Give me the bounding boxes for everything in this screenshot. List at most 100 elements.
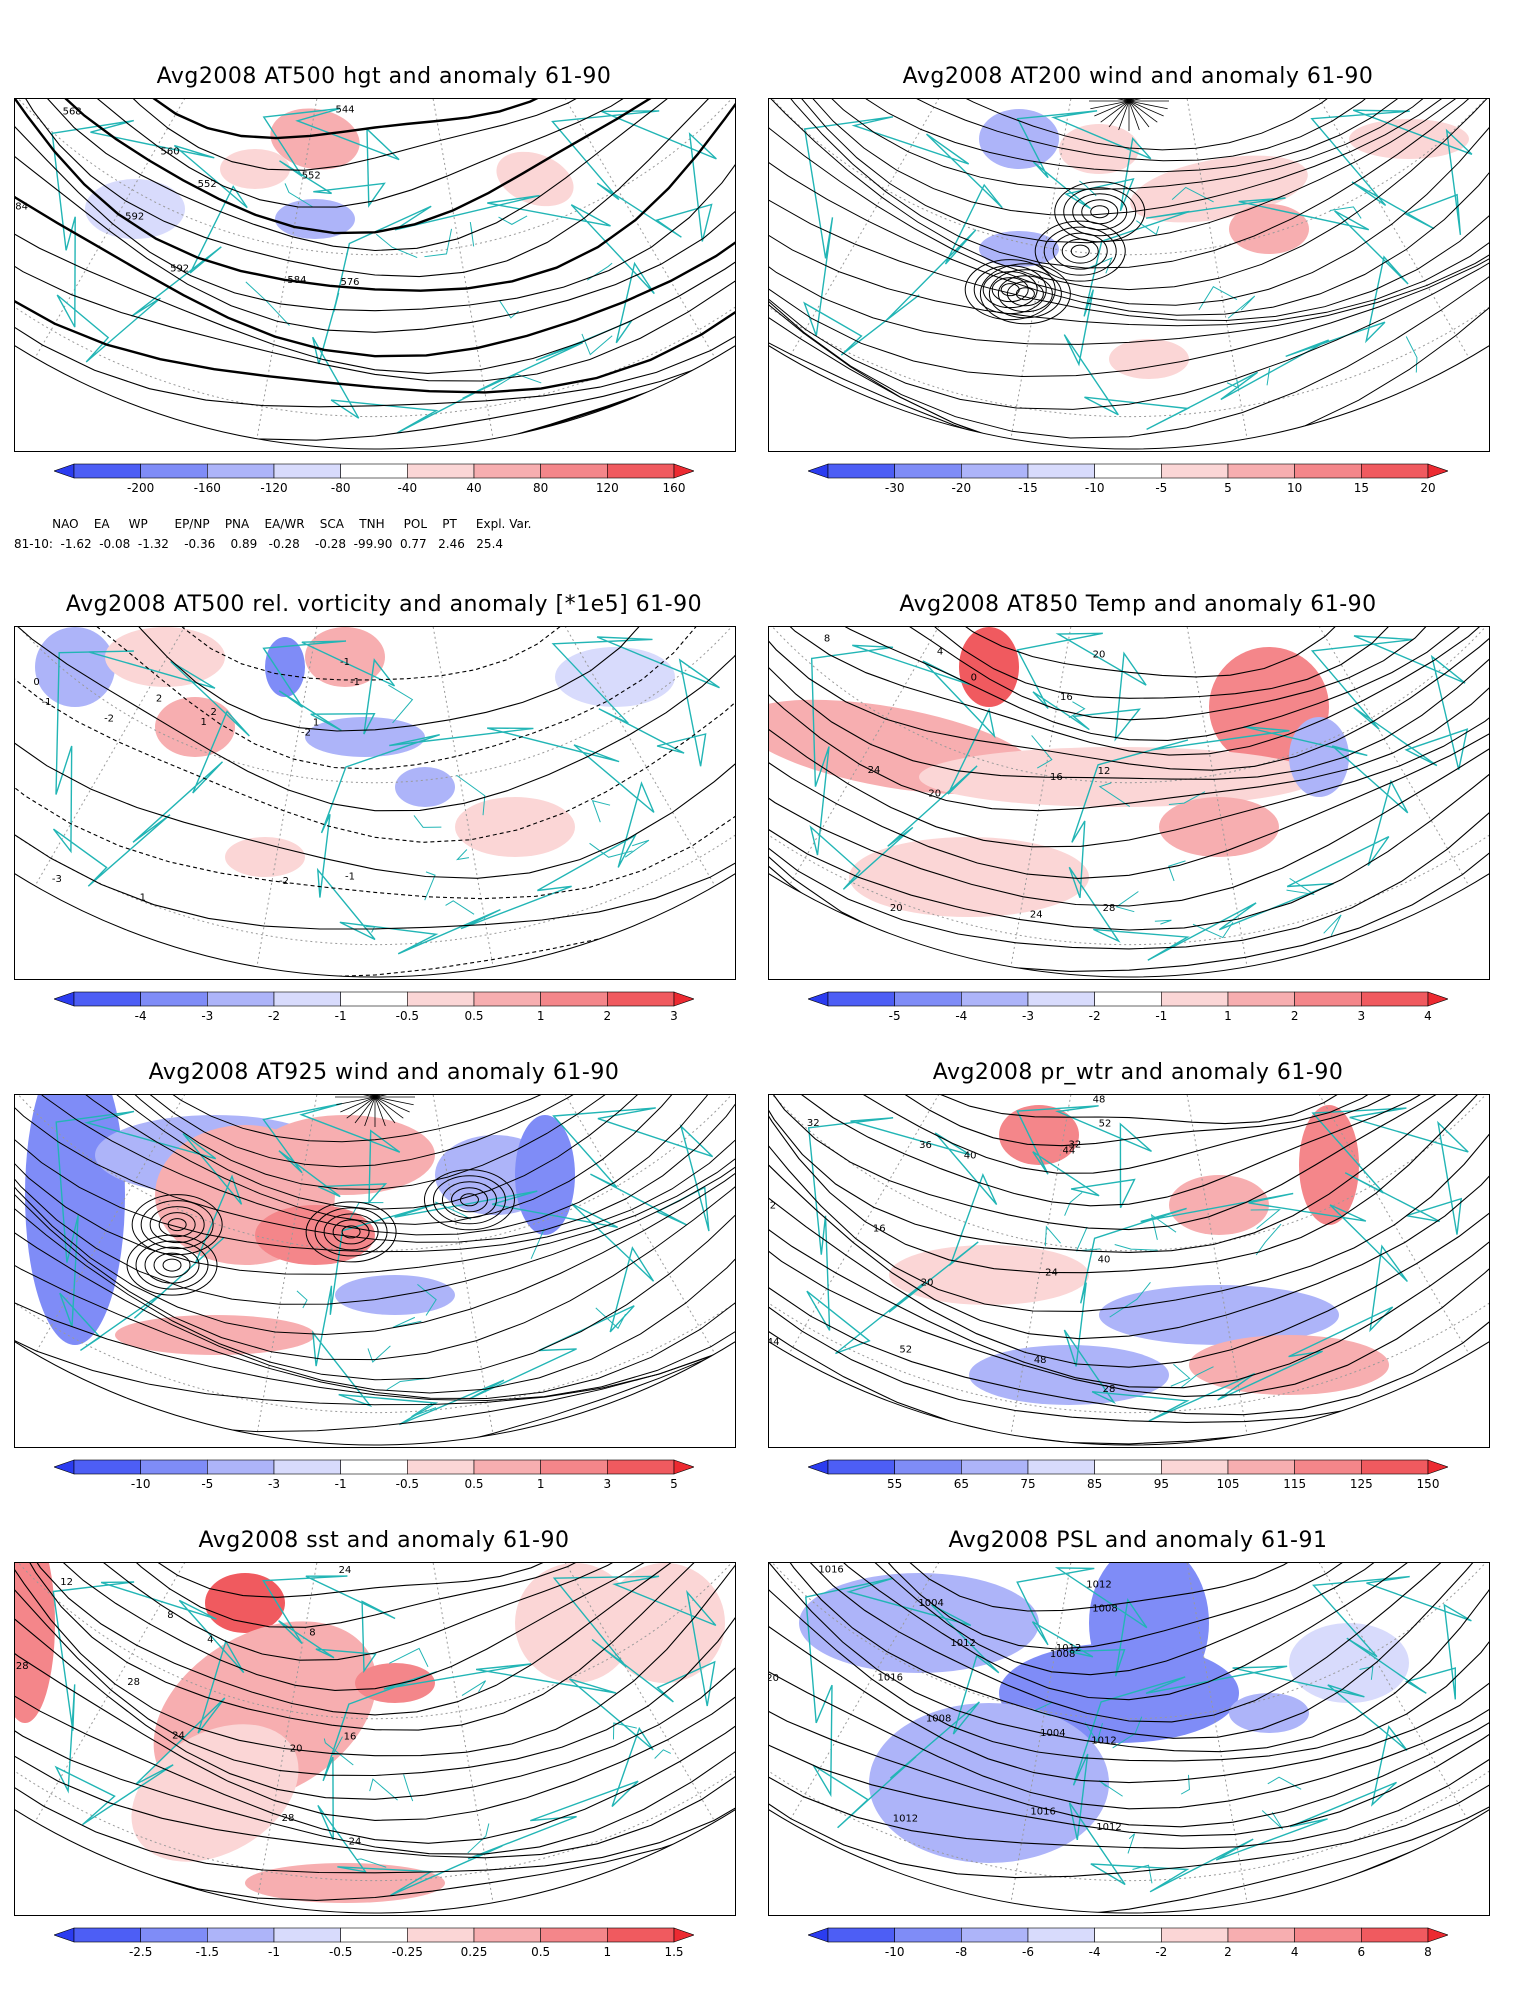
vortex-streamline <box>979 263 1071 325</box>
contour-label: 44 <box>1062 1146 1075 1157</box>
colorbar-high-arrow <box>673 463 695 479</box>
colorbar-high-arrow <box>673 991 695 1007</box>
contour-label: 28 <box>127 1677 140 1688</box>
contour-label: 24 <box>868 765 881 776</box>
colorbar-box <box>894 991 962 1007</box>
anomaly-shading <box>1169 1175 1269 1235</box>
colorbar-tick-label: 1 <box>537 1477 545 1491</box>
coastline <box>51 119 248 363</box>
country-border <box>365 926 376 933</box>
contour-line <box>769 627 1489 780</box>
contour-line <box>15 99 735 374</box>
coastline <box>55 1110 243 1351</box>
country-border <box>413 815 442 828</box>
colorbar-box <box>961 463 1029 479</box>
country-border <box>323 1738 354 1766</box>
panel-wind200: Avg2008 AT200 wind and anomaly 61-90 -30 -… <box>768 64 1508 544</box>
contour-line <box>769 627 1489 721</box>
colorbar-box <box>340 1927 408 1943</box>
colorbar-low-arrow <box>53 463 75 479</box>
colorbar-box <box>473 991 541 1007</box>
contour-line <box>769 1563 1489 1739</box>
country-border <box>1266 367 1271 386</box>
map-svg: 544 552 552 560 568 576 584 592 592 584 <box>15 99 735 450</box>
colorbar: -30-20-15-10-5510152030 <box>807 463 1502 495</box>
map-frame: 24 8 4 8 12 16 20 24 28 28 24 28 <box>14 1562 736 1916</box>
colorbar-box <box>961 991 1029 1007</box>
contour-label: -2 <box>301 728 311 739</box>
contour-line <box>769 1563 1489 1837</box>
contour-label: 24 <box>339 1565 352 1576</box>
colorbar-box <box>140 991 208 1007</box>
contour-line <box>769 1563 1489 1701</box>
contour-line <box>769 1563 1489 1879</box>
polar-streamline <box>1128 100 1168 110</box>
country-border <box>1170 1363 1191 1387</box>
contour-line <box>769 1095 1489 1340</box>
contour-label: 28 <box>1103 903 1116 914</box>
colorbar-tick-label: -0.25 <box>392 1945 423 1959</box>
country-border <box>1255 1223 1282 1256</box>
colorbar-box <box>407 463 475 479</box>
colorbar-container: -2.5-1.5-1-0.5-0.250.250.511.52.5 <box>53 1926 750 1986</box>
colorbar-tick-label: 125 <box>1350 1477 1373 1491</box>
anomaly-shading <box>355 1663 435 1703</box>
colorbar-box <box>407 991 475 1007</box>
contour-label: 552 <box>302 170 321 181</box>
colorbar-tick-label: -1 <box>1155 1009 1167 1023</box>
colorbar-box <box>473 1459 541 1475</box>
contour-line <box>769 1095 1489 1125</box>
panel-vort500: Avg2008 AT500 rel. vorticity and anomaly… <box>14 592 754 1072</box>
colorbar-tick-label: -2 <box>1089 1009 1101 1023</box>
coastline <box>1310 109 1473 235</box>
coastline <box>1016 110 1152 212</box>
map-svg: 1012100810121004101610121004100810161020… <box>769 1563 1489 1914</box>
vortex-streamline <box>323 1213 379 1251</box>
contour-line <box>15 99 735 382</box>
colorbar-tick-label: 10 <box>1287 481 1302 495</box>
map-frame: 544 552 552 560 568 576 584 592 592 584 <box>14 98 736 452</box>
colorbar-box <box>340 463 408 479</box>
contour-label: 16 <box>873 1224 886 1235</box>
coastline <box>1063 1192 1408 1422</box>
coastline <box>1016 632 1147 742</box>
colorbar-tick-label: -3 <box>1022 1009 1034 1023</box>
colorbar-box <box>207 463 275 479</box>
panel-title: Avg2008 AT200 wind and anomaly 61-90 <box>902 64 1374 89</box>
colorbar-tick-label: 120 <box>596 481 619 495</box>
streamline <box>769 99 1489 410</box>
country-border <box>1098 782 1130 807</box>
contour-line <box>769 627 1489 931</box>
colorbar-tick-label: 95 <box>1154 1477 1169 1491</box>
hemisphere-background <box>769 627 1489 977</box>
colorbar-tick-label: -4 <box>1089 1945 1101 1959</box>
streamline <box>769 99 1489 378</box>
colorbar: -4-3-2-1-0.50.51234 <box>53 991 744 1023</box>
colorbar-container: -5-4-3-2-112345 <box>807 990 1498 1050</box>
colorbar-tick-label: -1 <box>335 1009 347 1023</box>
country-border <box>284 183 314 208</box>
colorbar-high-arrow <box>1427 1927 1449 1943</box>
colorbar: -10-5-3-1-0.50.513510 <box>53 1459 748 1491</box>
country-border <box>530 1228 545 1260</box>
country-border <box>624 839 650 858</box>
colorbar-container: -4-3-2-1-0.50.51234 <box>53 990 744 1050</box>
colorbar-tick-label: 8 <box>1424 1945 1432 1959</box>
colorbar-tick-label: -2 <box>268 1009 280 1023</box>
coastline <box>1311 1107 1469 1235</box>
country-border <box>1192 921 1234 939</box>
vortex-streamline <box>441 1181 497 1219</box>
colorbar-box <box>894 1927 962 1943</box>
colorbar-tick-label: 15 <box>1354 481 1369 495</box>
colorbar-tick-label: 4 <box>1291 1945 1299 1959</box>
colorbar-box <box>140 1459 208 1475</box>
colorbar-tick-label: -1 <box>335 1477 347 1491</box>
contour-line <box>15 99 735 278</box>
colorbar-container: -10-5-3-1-0.50.513510 <box>53 1458 748 1518</box>
vortex-streamline <box>459 1193 479 1207</box>
contour-label: 1004 <box>918 1598 943 1609</box>
contour-line <box>769 627 1489 756</box>
colorbar-box <box>1027 991 1095 1007</box>
country-border <box>461 1680 487 1696</box>
coastline <box>1312 1575 1472 1700</box>
